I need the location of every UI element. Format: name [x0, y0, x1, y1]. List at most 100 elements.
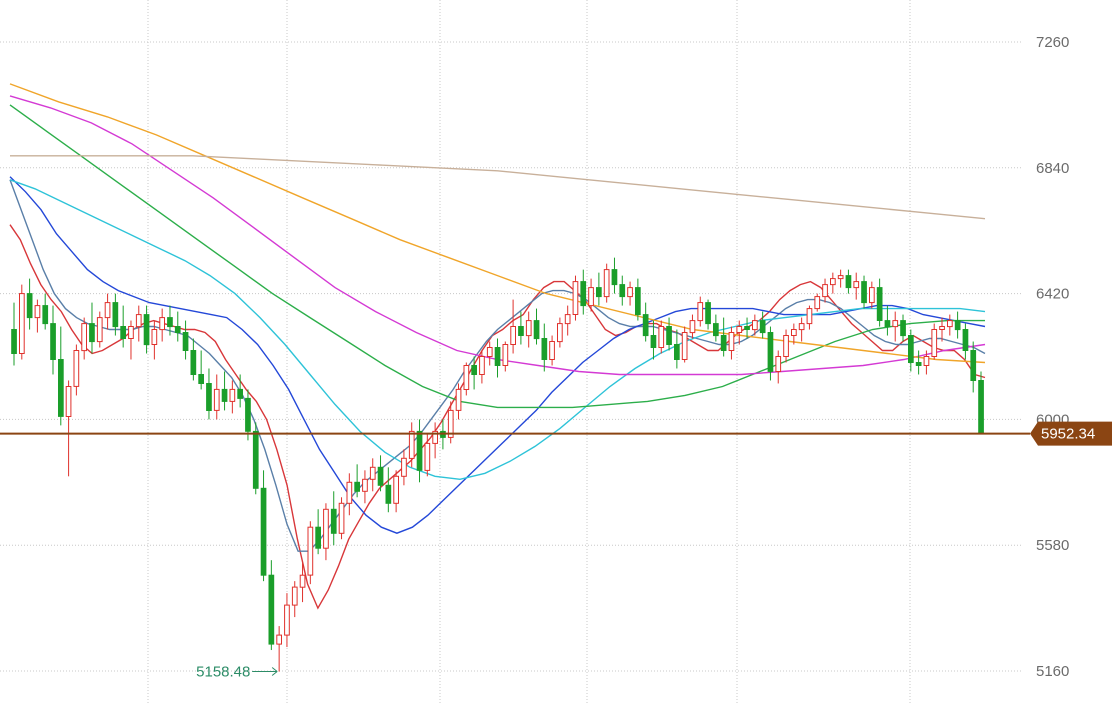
candle-up [947, 320, 953, 328]
candle-down [611, 269, 618, 286]
candle-down [190, 350, 197, 375]
candle-up [798, 323, 805, 331]
candle-down [876, 287, 883, 322]
candle-up [564, 314, 571, 325]
candle-up [603, 269, 610, 298]
candle-up [447, 409, 454, 438]
candle-down [330, 508, 337, 534]
moving-average-line [10, 155, 986, 220]
candle-up [213, 388, 220, 411]
candle-up [549, 341, 555, 360]
y-tick-label: 5580 [1036, 537, 1069, 554]
candle-down [767, 332, 774, 372]
candle-up [806, 308, 813, 325]
candle-up [159, 317, 166, 331]
candle-down [900, 320, 906, 337]
candle-up [229, 388, 236, 402]
candle-up [393, 475, 399, 504]
candle-up [853, 281, 860, 289]
candle-up [689, 320, 696, 334]
candle-down [252, 430, 259, 489]
candle-up [307, 526, 314, 576]
candle-down [978, 380, 984, 435]
candle-up [510, 326, 516, 345]
candle-down [120, 326, 127, 339]
candle-down [713, 323, 719, 337]
candle-up [455, 388, 462, 411]
candle-down [167, 317, 173, 328]
candle-up [401, 457, 407, 477]
candle-down [11, 329, 17, 354]
candle-down [260, 487, 267, 576]
current-price-tag [1030, 421, 1112, 446]
candle-up [658, 326, 665, 348]
candle-down [720, 335, 727, 351]
candle-down [315, 526, 321, 549]
candle-down [674, 344, 680, 360]
candle-down [744, 326, 750, 330]
candle-up [346, 481, 353, 504]
candle-down [174, 326, 181, 333]
candles [11, 257, 984, 672]
y-tick-label: 5160 [1036, 663, 1069, 680]
candle-down [268, 574, 275, 645]
candle-up [135, 314, 142, 328]
candle-down [580, 281, 587, 307]
candle-up [323, 508, 329, 549]
candle-up [284, 604, 290, 636]
candle-up [104, 302, 111, 319]
candle-up [525, 320, 532, 337]
candle-up [81, 323, 88, 352]
candle-down [705, 302, 711, 325]
candle-up [931, 329, 938, 357]
candle-up [728, 332, 735, 351]
candle-down [970, 350, 977, 381]
candle-up [151, 329, 158, 345]
candle-down [596, 287, 602, 298]
candle-up [299, 574, 306, 588]
candle-down [198, 374, 205, 384]
candle-up [681, 332, 688, 360]
moving-average-line [9, 224, 986, 610]
candle-up [588, 287, 594, 307]
candle-down [385, 484, 392, 504]
low-marker: 5158.48 [196, 663, 278, 680]
candle-up [362, 478, 368, 492]
candle-down [954, 320, 961, 331]
candle-down [908, 335, 914, 363]
candle-up [783, 335, 789, 357]
candle-up [572, 281, 579, 316]
moving-average-line [9, 179, 986, 481]
candle-down [884, 320, 891, 328]
candle-down [635, 287, 641, 316]
candle-down [915, 362, 922, 366]
candle-up [837, 275, 844, 280]
candle-down [666, 326, 672, 345]
candle-up [291, 586, 298, 606]
candle-up [486, 347, 493, 357]
candle-down [759, 320, 766, 334]
candle-down [845, 275, 852, 289]
candle-up [736, 326, 743, 333]
moving-average-line [9, 176, 986, 534]
candle-up [338, 502, 345, 534]
candle-up [432, 430, 438, 444]
candle-down [42, 305, 49, 325]
candle-up [822, 284, 828, 298]
candle-up [892, 320, 899, 328]
candle-up [96, 317, 103, 343]
candle-down [533, 320, 540, 340]
y-tick-label: 7260 [1036, 34, 1069, 51]
candle-down [237, 388, 244, 399]
low-price-label: 5158.48 [196, 663, 250, 680]
candle-up [19, 293, 25, 355]
candle-down [619, 284, 626, 298]
candle-down [58, 359, 64, 417]
candle-down [206, 383, 212, 411]
candle-down [518, 326, 524, 336]
candle-up [65, 386, 72, 417]
candle-down [541, 338, 548, 360]
candle-up [502, 344, 509, 366]
candle-up [697, 302, 704, 322]
